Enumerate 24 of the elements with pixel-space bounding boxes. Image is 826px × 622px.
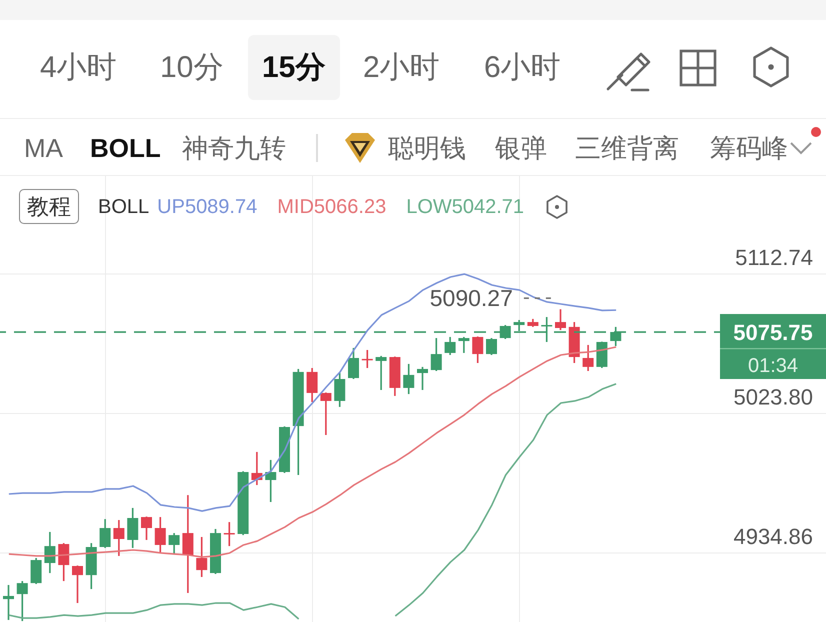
text: MID5066.23 (277, 194, 386, 218)
text: 聪明钱 (388, 133, 466, 163)
annotation: 5090.27 (430, 285, 513, 312)
text: 4小时 (40, 51, 117, 84)
text: 神奇九转 (182, 133, 286, 163)
text: 2小时 (363, 51, 440, 84)
text: 15分 (262, 51, 326, 84)
y-tick-label: 4934.86 (733, 524, 813, 550)
annotation: 01:34 (748, 355, 798, 378)
text: MA (24, 133, 63, 163)
text: 6小时 (484, 51, 561, 84)
ref-line-label: 5075.75 (733, 320, 813, 346)
text: 三维背离 (575, 133, 679, 163)
text: 筹码峰 (710, 133, 788, 163)
text: LOW5042.71 (406, 194, 524, 218)
y-tick-label: 5112.74 (735, 244, 813, 270)
text: BOLL (90, 133, 161, 163)
tutorial-button: 教程 (19, 189, 79, 224)
legend-title: BOLL (98, 194, 150, 218)
annotation: 教程 (27, 194, 71, 218)
text: 10分 (160, 51, 224, 84)
text: UP5089.74 (157, 194, 258, 218)
text: 银弹 (495, 133, 547, 163)
y-tick-label: 5023.80 (733, 384, 813, 410)
